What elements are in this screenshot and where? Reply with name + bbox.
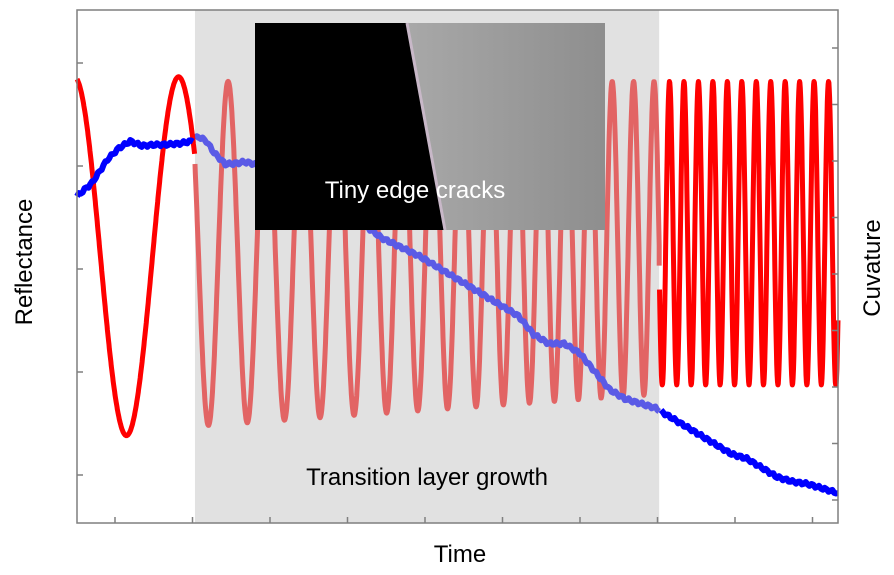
right-y-axis-title: Cuvature bbox=[859, 219, 886, 316]
curvature-line bbox=[74, 137, 840, 497]
reflectance-line bbox=[74, 74, 841, 439]
left-y-axis-title: Reflectance bbox=[11, 199, 38, 326]
label-layer: Tiny edge cracks Transition layer growth… bbox=[11, 177, 886, 568]
inset-image bbox=[255, 22, 605, 231]
inset-label: Tiny edge cracks bbox=[325, 177, 506, 204]
inset-crack-edge bbox=[405, 22, 447, 231]
x-axis-title: Time bbox=[434, 541, 486, 568]
region-label: Transition layer growth bbox=[306, 464, 548, 491]
plot-frame bbox=[76, 9, 839, 524]
bright-series-layer bbox=[74, 74, 841, 497]
inset-crack-surface bbox=[407, 23, 605, 230]
axes-frame bbox=[76, 9, 839, 524]
